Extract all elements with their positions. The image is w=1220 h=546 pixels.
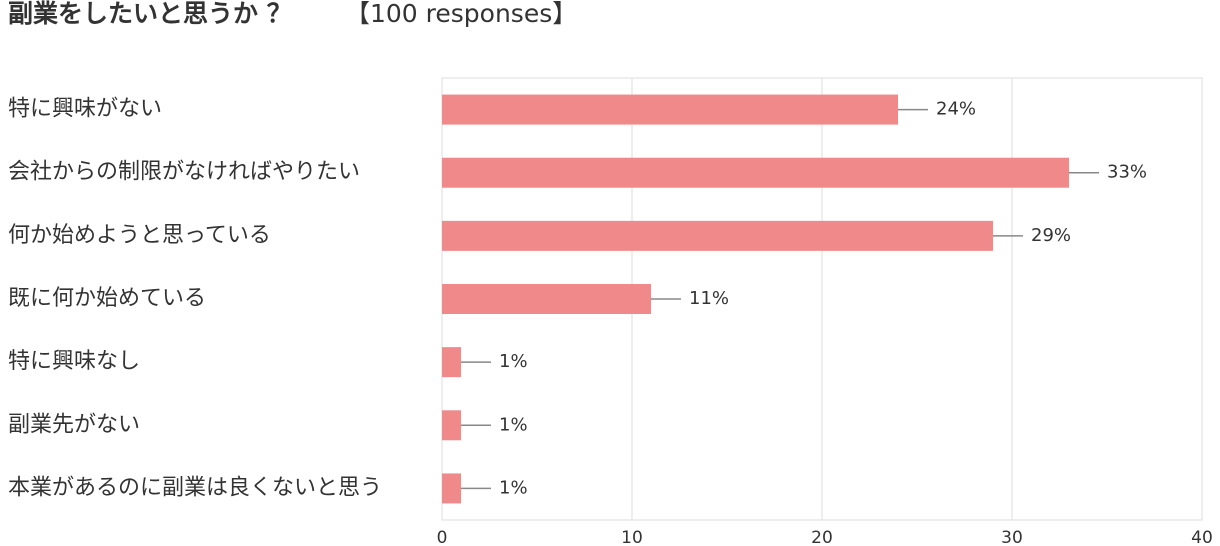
value-label: 29% (1031, 225, 1071, 246)
y-tick-label: 本業があるのに副業は良くないと思う (8, 475, 382, 500)
value-label: 1% (499, 351, 528, 372)
x-tick-label: 10 (621, 528, 643, 546)
y-tick-label: 既に何か始めている (8, 286, 206, 311)
y-tick-label: 会社からの制限がなければやりたい (8, 160, 360, 185)
y-tick-label: 何か始めようと思っている (8, 223, 271, 248)
value-label: 33% (1107, 162, 1147, 183)
x-tick-label: 40 (1191, 528, 1213, 546)
bar (442, 347, 461, 378)
x-tick-label: 0 (437, 528, 448, 546)
bar (442, 220, 993, 251)
bar (442, 473, 461, 504)
bar (442, 94, 898, 125)
value-label: 24% (936, 99, 976, 120)
bar (442, 410, 461, 441)
chart-title: 副業をしたいと思うか ？ (8, 0, 292, 28)
bar (442, 157, 1069, 188)
x-tick-label: 30 (1001, 528, 1023, 546)
y-tick-label: 副業先がない (8, 412, 140, 437)
x-tick-label: 20 (811, 528, 833, 546)
value-label: 1% (499, 414, 528, 435)
y-tick-label: 特に興味なし (8, 349, 140, 374)
chart-subtitle: 【100 responses】 (345, 0, 577, 28)
value-label: 11% (689, 288, 729, 309)
y-tick-label: 特に興味がない (8, 97, 162, 122)
value-label: 1% (499, 477, 528, 498)
bar (442, 284, 651, 314)
